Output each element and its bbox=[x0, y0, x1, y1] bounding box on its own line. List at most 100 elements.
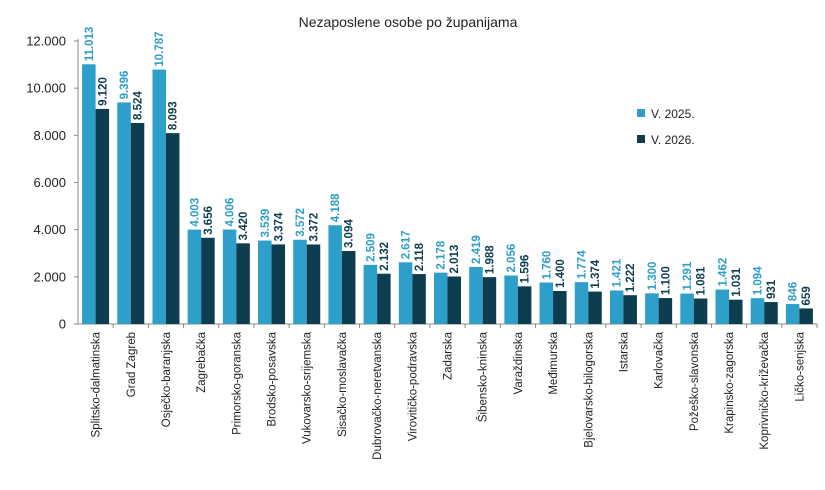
bar-2026 bbox=[377, 273, 391, 324]
x-tick-label: Virovitičko-podravska bbox=[407, 331, 419, 441]
bar-2025 bbox=[785, 304, 800, 324]
y-tick-label: 2.000 bbox=[33, 269, 66, 284]
data-label-2026: 2.118 bbox=[414, 242, 426, 271]
bar-2026 bbox=[201, 237, 215, 324]
data-label-2025: 9.396 bbox=[119, 71, 131, 100]
x-tick-label: Bjelovarsko-bilogorska bbox=[583, 331, 595, 447]
data-label-2026: 8.524 bbox=[133, 91, 145, 120]
bar-2026 bbox=[271, 244, 286, 324]
data-label-2026: 1.081 bbox=[696, 266, 708, 295]
x-tick-label: Istarska bbox=[618, 331, 630, 372]
y-tick-label: 8.000 bbox=[33, 128, 66, 143]
x-tick-label: Brodsko-posavska bbox=[267, 331, 279, 426]
x-tick-label: Grad Zagreb bbox=[126, 332, 138, 397]
bar-2025 bbox=[715, 289, 730, 324]
data-label-2025: 4.006 bbox=[225, 198, 237, 227]
data-label-2026: 2.013 bbox=[449, 245, 461, 274]
bar-2025 bbox=[363, 264, 378, 324]
data-label-2026: 3.374 bbox=[273, 212, 285, 241]
bar-2025 bbox=[398, 262, 413, 324]
legend-swatch-2025 bbox=[637, 109, 645, 117]
data-label-2026: 659 bbox=[801, 286, 813, 305]
bar-2025 bbox=[434, 272, 448, 324]
data-label-2025: 1.094 bbox=[752, 266, 764, 295]
data-label-2025: 1.462 bbox=[717, 258, 729, 287]
data-label-2026: 1.031 bbox=[731, 267, 743, 296]
data-label-2026: 1.222 bbox=[625, 263, 637, 292]
bar-2026 bbox=[764, 302, 778, 324]
x-tick-labels: Splitsko-dalmatinska Grad Zagreb Osječko-b… bbox=[91, 331, 807, 459]
x-tick-label: Požeško-slavonska bbox=[689, 331, 701, 431]
y-tick-label: 0 bbox=[59, 317, 66, 332]
bar-2026 bbox=[236, 243, 250, 324]
data-label-2026: 2.132 bbox=[379, 242, 391, 271]
legend-swatch-2026 bbox=[637, 135, 645, 143]
data-label-2026: 3.094 bbox=[344, 219, 356, 248]
bar-2025 bbox=[222, 229, 237, 324]
bar-2025 bbox=[750, 298, 765, 324]
legend-label-2025: V. 2025. bbox=[651, 107, 695, 121]
bar-2026 bbox=[165, 133, 180, 324]
data-label-2025: 4.003 bbox=[189, 198, 201, 227]
bar-2026 bbox=[623, 295, 637, 324]
bar-2025 bbox=[187, 229, 202, 324]
bar-2025 bbox=[152, 69, 166, 324]
bar-2025 bbox=[645, 293, 659, 324]
x-tick-label: Varaždinska bbox=[513, 331, 525, 394]
data-label-2025: 4.188 bbox=[330, 193, 342, 222]
x-tick-label: Dubrovačko-neretvanska bbox=[372, 331, 384, 459]
data-label-2026: 3.420 bbox=[238, 212, 250, 241]
bar-2026 bbox=[482, 277, 497, 324]
data-label-2025: 3.572 bbox=[295, 208, 307, 237]
data-label-2025: 3.539 bbox=[260, 209, 272, 238]
y-tick-label: 6.000 bbox=[33, 175, 66, 190]
bar-2026 bbox=[729, 299, 743, 324]
x-tick-label: Sisačko-moslavačka bbox=[337, 331, 349, 436]
bar-2025 bbox=[539, 282, 554, 324]
axes: 0 2.000 4.000 6.000 8.000 10.000 12.000 bbox=[26, 34, 818, 332]
y-tick-label: 12.000 bbox=[26, 34, 66, 49]
bar-2026 bbox=[95, 108, 110, 324]
data-label-2026: 1.988 bbox=[484, 245, 496, 274]
data-label-2026: 1.100 bbox=[660, 266, 672, 295]
data-label-2025: 10.787 bbox=[154, 31, 166, 66]
bar-2026 bbox=[588, 291, 602, 324]
bars bbox=[82, 64, 813, 325]
bar-2025 bbox=[680, 293, 694, 324]
data-label-2026: 3.656 bbox=[203, 206, 215, 235]
data-label-2025: 2.178 bbox=[436, 240, 448, 269]
data-label-2026: 1.400 bbox=[555, 259, 567, 288]
y-tick-label: 4.000 bbox=[33, 222, 66, 237]
data-label-2025: 2.419 bbox=[471, 235, 483, 264]
x-tick-label: Primorsko-goranska bbox=[231, 331, 243, 434]
data-label-2025: 1.760 bbox=[541, 251, 553, 280]
data-label-2025: 2.617 bbox=[401, 231, 413, 260]
data-label-2025: 1.421 bbox=[612, 258, 624, 287]
bar-2025 bbox=[117, 102, 131, 324]
bar-2025 bbox=[82, 64, 96, 325]
data-label-2025: 1.774 bbox=[577, 250, 589, 279]
bar-2026 bbox=[693, 298, 708, 324]
bar-2025 bbox=[258, 240, 272, 324]
y-tick-label: 10.000 bbox=[26, 81, 66, 96]
x-tick-label: Osječko-baranjska bbox=[161, 331, 173, 427]
bar-2025 bbox=[293, 239, 307, 324]
bar-2025 bbox=[609, 290, 624, 324]
x-tick-label: Koprivničko-križevačka bbox=[759, 331, 771, 449]
legend-label-2026: V. 2026. bbox=[651, 133, 695, 147]
data-label-2026: 8.093 bbox=[168, 101, 180, 130]
data-label-2025: 2.509 bbox=[365, 233, 377, 262]
x-tick-label: Međimurska bbox=[548, 331, 560, 394]
bar-2025 bbox=[328, 225, 342, 324]
bar-2026 bbox=[447, 276, 461, 324]
data-label-2025: 1.291 bbox=[682, 261, 694, 290]
data-label-2025: 846 bbox=[788, 282, 800, 301]
bar-2026 bbox=[306, 244, 321, 324]
x-tick-label: Splitsko-dalmatinska bbox=[91, 331, 103, 437]
data-label-2026: 1.596 bbox=[520, 255, 532, 284]
bar-2026 bbox=[412, 274, 426, 324]
bar-2026 bbox=[799, 308, 813, 324]
bar-2026 bbox=[130, 122, 145, 324]
bar-2026 bbox=[517, 286, 532, 324]
